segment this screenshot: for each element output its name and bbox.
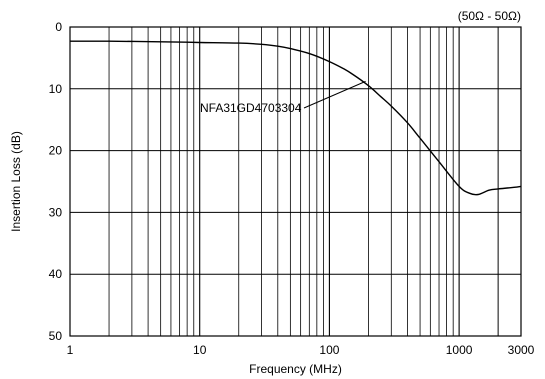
chart-subtitle: (50Ω - 50Ω): [458, 9, 521, 23]
x-tick-label: 1000: [446, 343, 473, 357]
y-tick-label: 50: [49, 329, 63, 343]
grid: [70, 27, 521, 336]
annotation-layer: NFA31GD4703304: [200, 80, 366, 115]
y-tick-label: 0: [55, 20, 62, 34]
y-tick-label: 10: [49, 82, 63, 96]
y-tick-label: 30: [49, 205, 63, 219]
y-axis-label: Insertion Loss (dB): [9, 131, 23, 232]
x-tick-label: 3000: [508, 343, 535, 357]
x-axis-label: Frequency (MHz): [249, 362, 342, 376]
x-tick-label: 100: [319, 343, 339, 357]
x-tick-label: 1: [67, 343, 74, 357]
x-tick-labels: 1 10 100 1000 3000: [67, 343, 535, 357]
annotation-leader-line: [303, 80, 366, 109]
y-tick-label: 40: [49, 267, 63, 281]
x-tick-label: 10: [193, 343, 207, 357]
plot-frame: [69, 26, 522, 337]
series-line: [69, 40, 522, 196]
series-layer: [69, 40, 522, 196]
y-tick-labels: 0 10 20 30 40 50: [49, 20, 63, 343]
series-annotation-label: NFA31GD4703304: [200, 101, 302, 115]
y-tick-label: 20: [49, 144, 63, 158]
